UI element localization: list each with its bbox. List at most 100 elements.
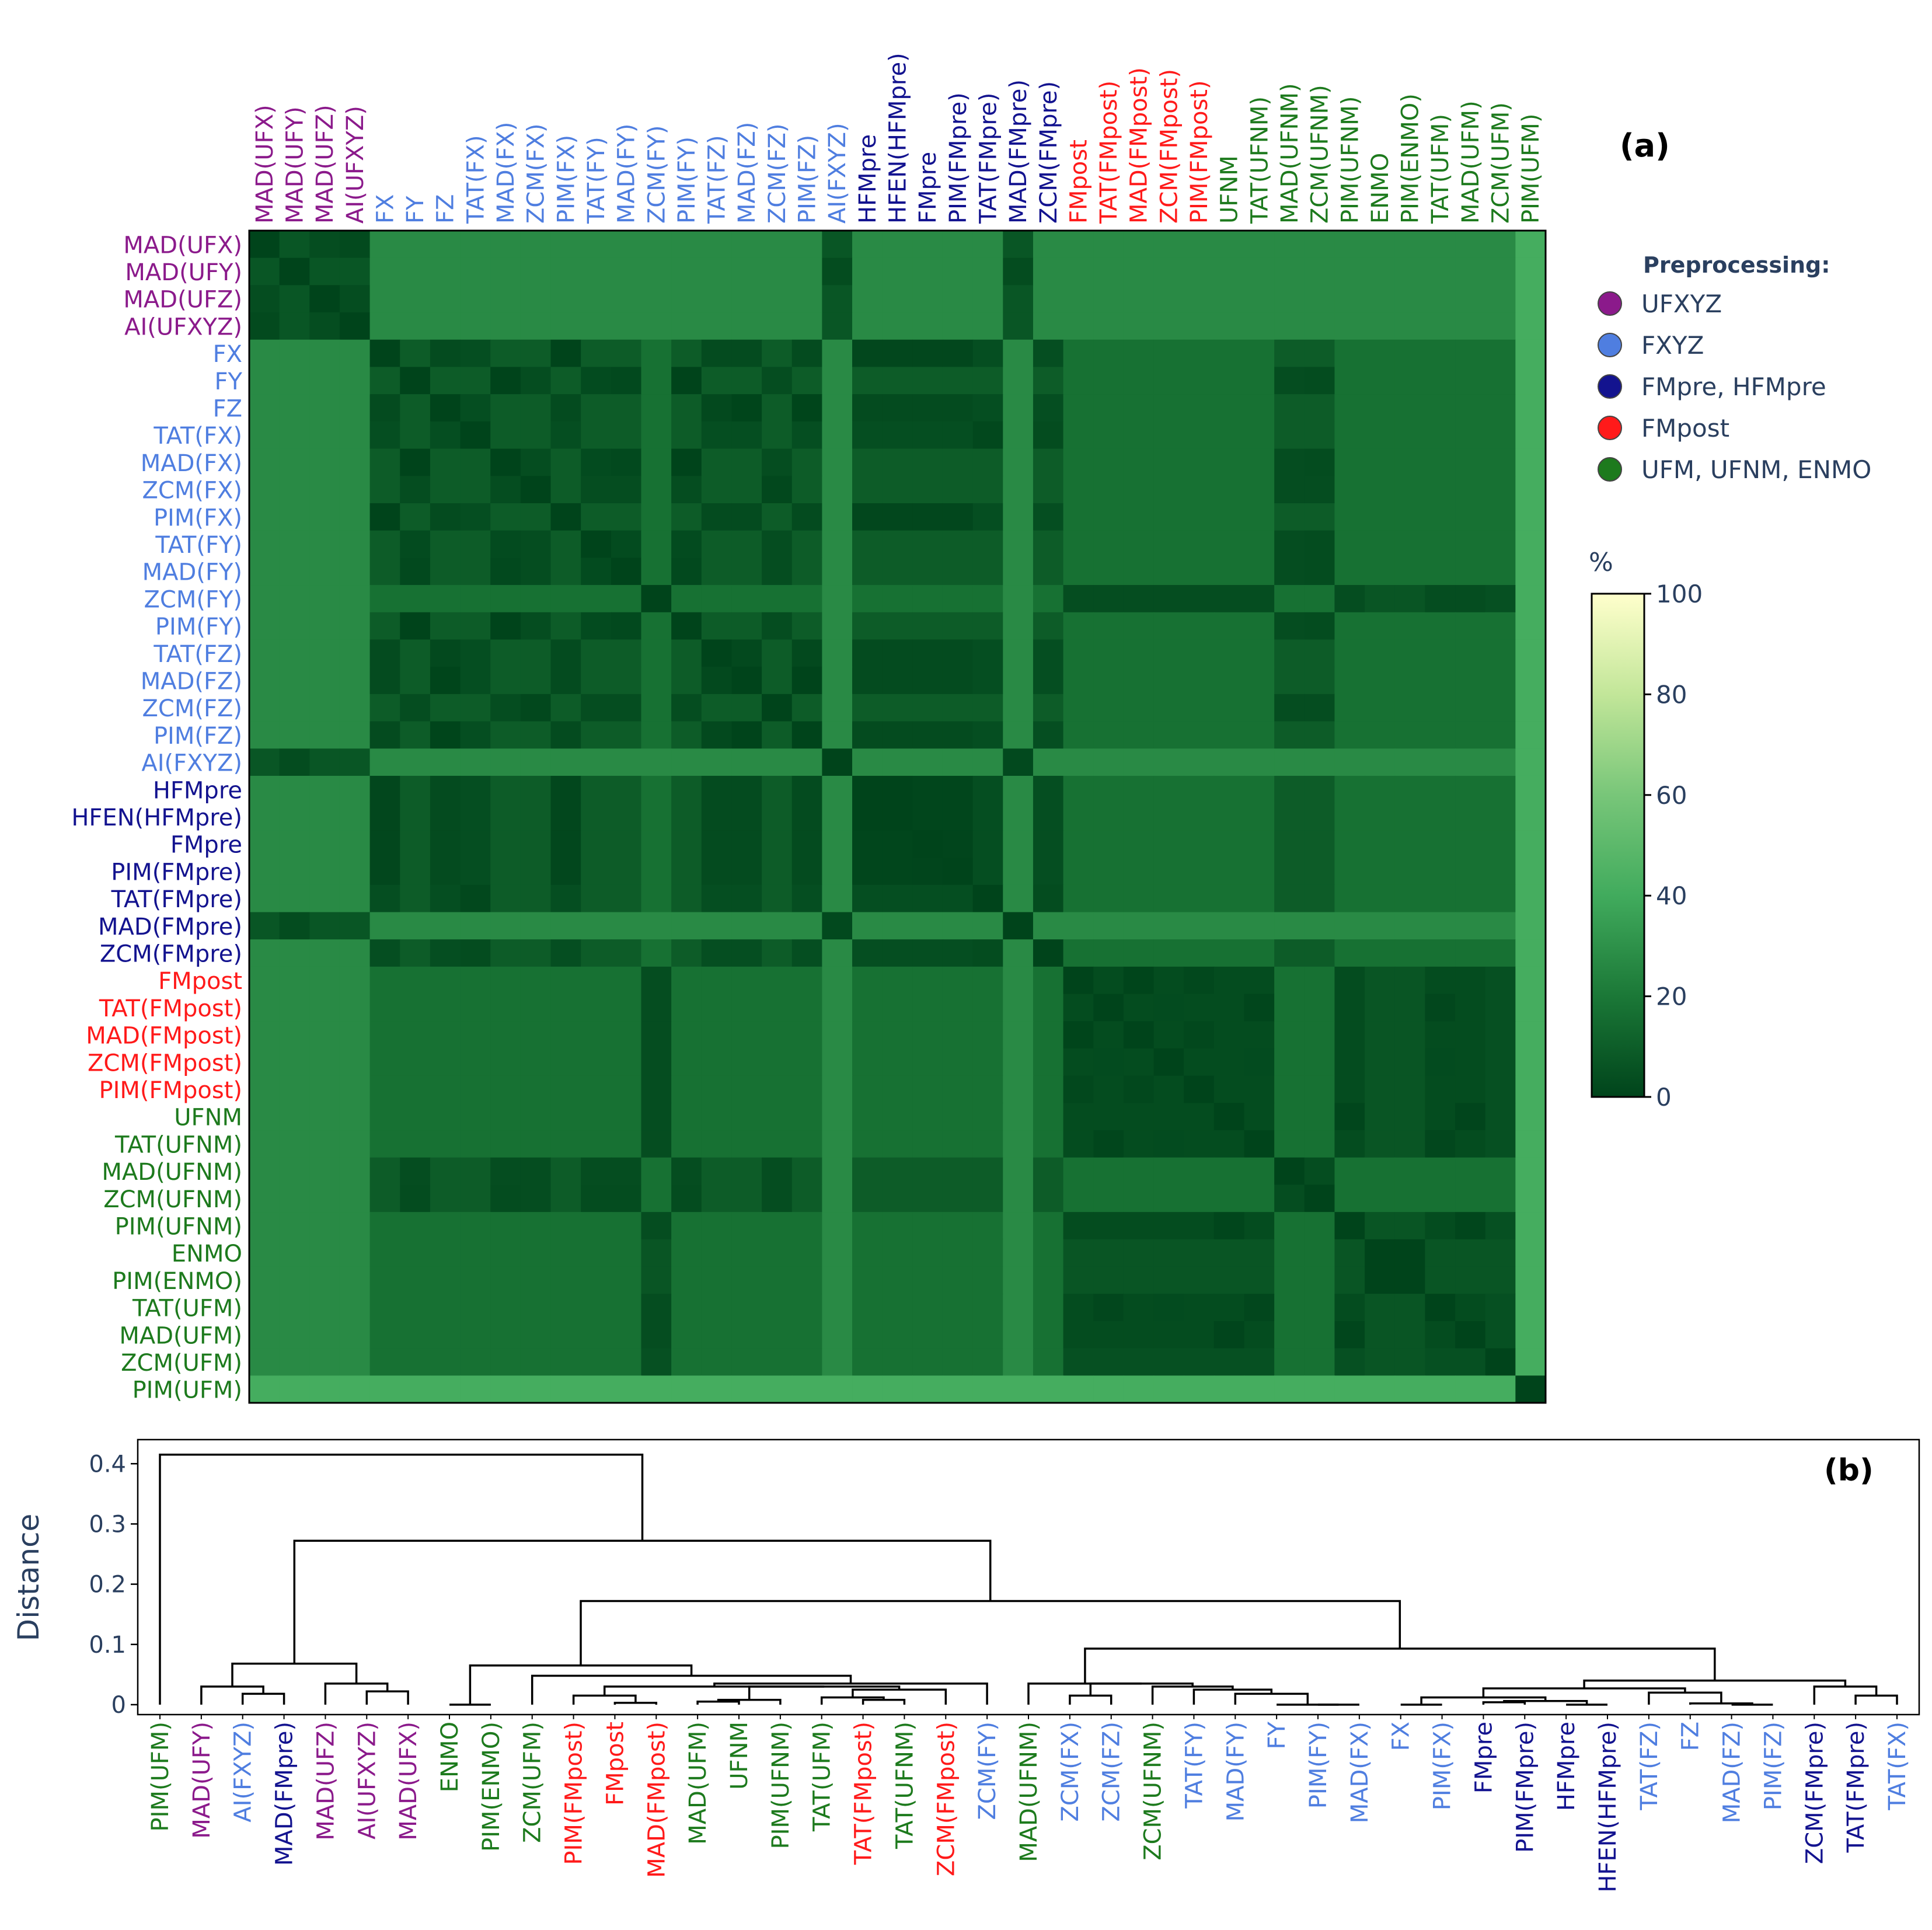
column-label-mad-fmpre: MAD(FMpre) — [1005, 79, 1032, 224]
heatmap-cell-pim-fmpre--zcm-ufnm — [1304, 858, 1335, 886]
heatmap-cell-ufnm--hfmpre — [852, 1103, 883, 1131]
heatmap-cell-zcm-ufnm--zcm-fmpre — [1033, 1185, 1064, 1213]
heatmap-cell-mad-fmpost--pim-enmo — [1394, 1021, 1425, 1049]
heatmap-cell-ufnm--pim-fy — [671, 1103, 702, 1131]
heatmap-cell-tat-fmpost--zcm-fx — [520, 994, 552, 1022]
row-label-zcm-fz: ZCM(FZ) — [142, 695, 242, 722]
heatmap-cell-tat-ufm--mad-fmpost — [1123, 1294, 1155, 1322]
heatmap-cell-tat-fx--mad-ufm — [1455, 421, 1486, 450]
column-label-zcm-fy: ZCM(FY) — [643, 126, 670, 224]
row-label-tat-fz: TAT(FZ) — [153, 641, 242, 668]
heatmap-cell-tat-fmpre--mad-fy — [611, 884, 642, 913]
heatmap-cell-hfmpre--mad-ufy — [279, 775, 310, 804]
heatmap-cell-tat-fz--mad-fz — [731, 639, 762, 667]
heatmap-cell-mad-ufz--mad-ufz — [309, 285, 340, 313]
heatmap-cell-pim-fz--mad-ufx — [249, 721, 280, 749]
heatmap-cell-zcm-fmpre--zcm-fx — [520, 939, 552, 967]
heatmap-cell-pim-fmpost--pim-ufm — [1515, 1075, 1546, 1103]
heatmap-cell-mad-ufy--tat-fy — [581, 257, 612, 285]
heatmap-cell-zcm-ufnm--fmpre — [912, 1185, 943, 1213]
heatmap-cell-tat-fmpost--fmpre — [912, 994, 943, 1022]
heatmap-cell-tat-ufm--mad-fx — [490, 1294, 521, 1322]
heatmap-cell-fmpre--hfmpre — [852, 830, 883, 858]
heatmap-cell-tat-fmpre--zcm-fz — [762, 884, 793, 913]
heatmap-cell-zcm-fmpre--pim-enmo — [1394, 939, 1425, 967]
heatmap-cell-fmpre--pim-enmo — [1394, 830, 1425, 858]
heatmap-cell-zcm-fx--pim-ufm — [1515, 476, 1546, 504]
row-label-zcm-ufnm: ZCM(UFNM) — [103, 1186, 242, 1213]
heatmap-cell-fy--mad-fx — [490, 367, 521, 395]
heatmap-cell-tat-fmpre--pim-fx — [550, 884, 581, 913]
heatmap-cell-ufnm--pim-ufnm — [1334, 1103, 1365, 1131]
heatmap-cell-hfmpre--fz — [430, 775, 461, 804]
heatmap-cell-zcm-fy--fz — [430, 585, 461, 613]
heatmap-cell-mad-ufm--hfen-hfmpre — [882, 1321, 913, 1349]
heatmap-cell-hfen-hfmpre--enmo — [1365, 803, 1396, 831]
heatmap-cell-ai-fxyz--mad-ufy — [279, 748, 310, 776]
heatmap-cell-enmo--mad-ufz — [309, 1239, 340, 1267]
heatmap-cell-mad-ufnm--zcm-ufm — [1485, 1157, 1516, 1186]
heatmap-cell-ai-ufxyz--pim-enmo — [1394, 312, 1425, 340]
heatmap-cell-fz--zcm-fmpost — [1153, 394, 1184, 422]
heatmap-cell-tat-ufm--mad-fz — [731, 1294, 762, 1322]
heatmap-cell-pim-fy--pim-ufm — [1515, 612, 1546, 640]
leaf-label-ai-ufxyz: AI(UFXYZ) — [354, 1722, 381, 1840]
heatmap-cell-fy--mad-fmpost — [1123, 367, 1155, 395]
heatmap-cell-pim-ufm--hfen-hfmpre — [882, 1375, 913, 1403]
heatmap-cell-pim-fx--fx — [369, 503, 400, 531]
heatmap-cell-mad-ufm--pim-fy — [671, 1321, 702, 1349]
heatmap-cell-ai-ufxyz--fy — [400, 312, 431, 340]
heatmap-cell-tat-fmpre--hfen-hfmpre — [882, 884, 913, 913]
heatmap-cell-tat-fy--fmpost — [1063, 530, 1094, 558]
heatmap-cell-mad-ufy--hfmpre — [852, 257, 883, 285]
heatmap-cell-tat-fy--hfen-hfmpre — [882, 530, 913, 558]
heatmap-cell-ufnm--fx — [369, 1103, 400, 1131]
heatmap-cell-mad-ufz--tat-fy — [581, 285, 612, 313]
heatmap-cell-ufnm--zcm-fz — [762, 1103, 793, 1131]
heatmap-cell-mad-fmpost--tat-fy — [581, 1021, 612, 1049]
heatmap-cell-zcm-fz--mad-fmpre — [1003, 694, 1034, 722]
heatmap-cell-fmpost--pim-ufnm — [1334, 966, 1365, 995]
heatmap-cell-pim-fx--pim-ufm — [1515, 503, 1546, 531]
heatmap-cell-mad-fmpre--tat-fy — [581, 912, 612, 940]
heatmap-cell-zcm-fmpost--mad-fy — [611, 1048, 642, 1077]
heatmap-cell-tat-fz--tat-fy — [581, 639, 612, 667]
heatmap-cell-mad-ufm--pim-fx — [550, 1321, 581, 1349]
heatmap-cell-pim-fmpre--pim-fz — [791, 858, 822, 886]
dendrogram-leaf-labels: PIM(UFM) MAD(UFY) AI(FXYZ) MAD(FMpre) MAD(UF… — [147, 1715, 1911, 1893]
heatmap-cell-hfmpre--zcm-fmpost — [1153, 775, 1184, 804]
heatmap-cell-zcm-fx--tat-ufm — [1425, 476, 1456, 504]
heatmap-cell-fx--mad-fy — [611, 339, 642, 368]
heatmap-cell-ufnm--mad-ufz — [309, 1103, 340, 1131]
heatmap-cell-zcm-fmpre--fy — [400, 939, 431, 967]
dendrogram-link-38 — [365, 1690, 409, 1705]
heatmap-cell-mad-ufx--fmpost — [1063, 231, 1094, 259]
heatmap-cell-hfmpre--pim-fx — [550, 775, 581, 804]
heatmap-cell-ai-ufxyz--mad-fmpre — [1003, 312, 1034, 340]
heatmap-cell-mad-ufm--ai-ufxyz — [339, 1321, 371, 1349]
column-label-pim-ufm: PIM(UFM) — [1518, 114, 1544, 224]
heatmap-cell-mad-fmpost--mad-ufnm — [1274, 1021, 1305, 1049]
heatmap-cell-tat-fmpre--zcm-ufm — [1485, 884, 1516, 913]
heatmap-cell-zcm-fmpre--zcm-ufnm — [1304, 939, 1335, 967]
heatmap-cell-zcm-fy--mad-ufy — [279, 585, 310, 613]
heatmap-cell-tat-fmpre--tat-ufnm — [1244, 884, 1275, 913]
heatmap-cell-zcm-fmpost--tat-ufnm — [1244, 1048, 1275, 1077]
heatmap-cell-mad-fz--zcm-ufnm — [1304, 667, 1335, 695]
heatmap-cell-tat-fz--pim-fx — [550, 639, 581, 667]
dendrogram-link-20 — [1027, 1682, 1142, 1705]
heatmap-cell-pim-fy--fmpre — [912, 612, 943, 640]
heatmap-cell-mad-ufy--zcm-fz — [762, 257, 793, 285]
heatmap-cell-pim-fmpre--mad-fmpre — [1003, 858, 1034, 886]
heatmap-cell-pim-fmpre--pim-fmpre — [942, 858, 974, 886]
heatmap-cell-fx--zcm-ufm — [1485, 339, 1516, 368]
heatmap-cell-fz--mad-ufm — [1455, 394, 1486, 422]
heatmap-cell-mad-fy--pim-fy — [671, 558, 702, 586]
heatmap-cell-mad-fmpre--zcm-fmpre — [1033, 912, 1064, 940]
heatmap-cell-mad-ufm--pim-ufm — [1515, 1321, 1546, 1349]
heatmap-cell-fx--pim-fx — [550, 339, 581, 368]
heatmap-cell-zcm-fmpre--zcm-fy — [641, 939, 672, 967]
heatmap-cell-mad-fx--mad-ufnm — [1274, 448, 1305, 476]
heatmap-cell-ai-ufxyz--zcm-fy — [641, 312, 672, 340]
heatmap-cell-mad-fy--fmpost — [1063, 558, 1094, 586]
